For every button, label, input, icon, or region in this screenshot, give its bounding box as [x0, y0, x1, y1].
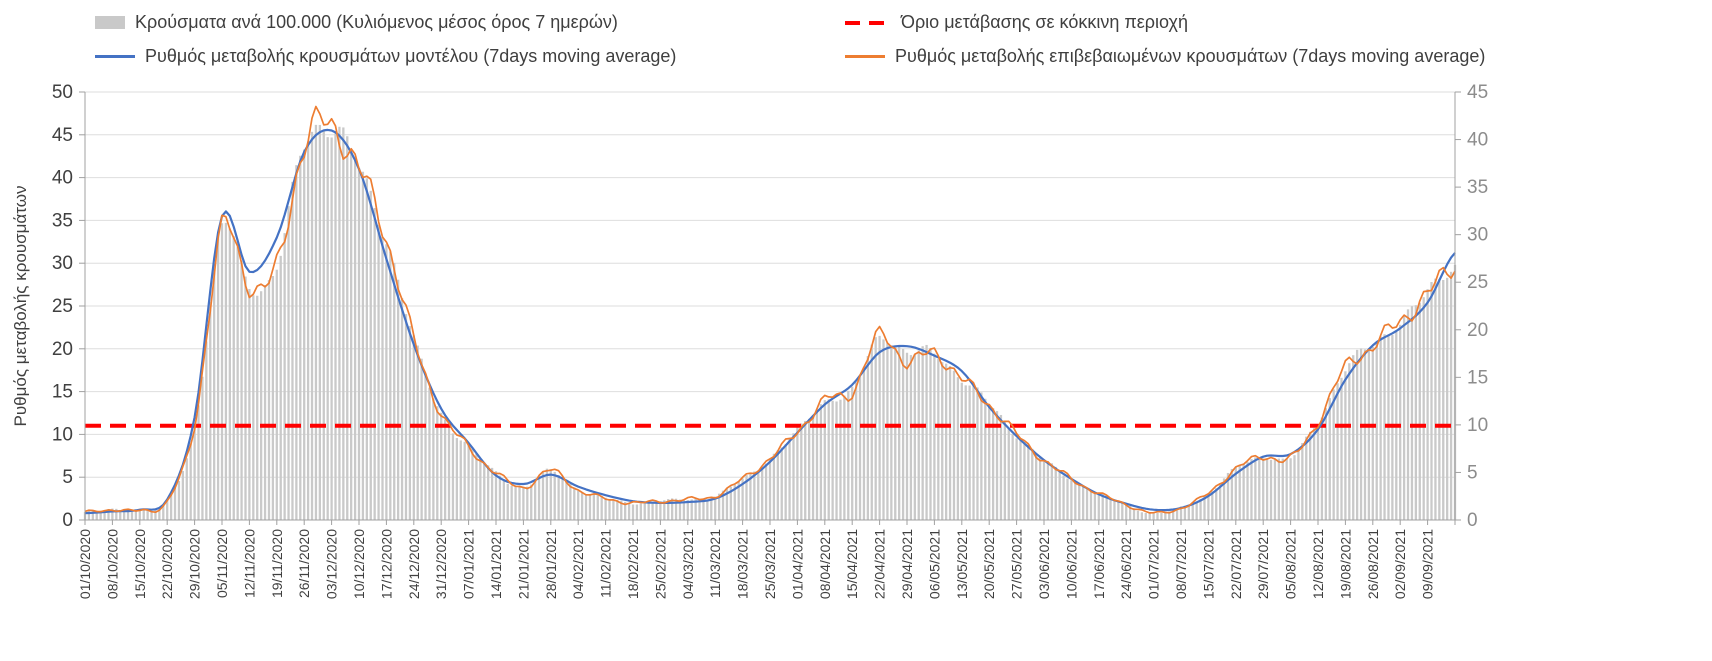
model-line	[84, 128, 1456, 515]
svg-text:31/12/2020: 31/12/2020	[433, 529, 449, 599]
threshold-swatch	[845, 20, 891, 25]
legend: Κρούσματα ανά 100.000 (Κυλιόμενος μέσος …	[0, 0, 1712, 90]
legend-item-model: Ρυθμός μεταβολής κρουσμάτων μοντέλου (7d…	[95, 46, 676, 67]
svg-text:18/03/2021: 18/03/2021	[735, 529, 751, 599]
svg-text:45: 45	[52, 125, 73, 146]
svg-text:17/12/2020: 17/12/2020	[378, 529, 394, 599]
svg-text:02/09/2021: 02/09/2021	[1392, 529, 1408, 599]
svg-text:22/10/2020: 22/10/2020	[159, 529, 175, 599]
svg-text:24/06/2021: 24/06/2021	[1118, 529, 1134, 599]
svg-text:05/08/2021: 05/08/2021	[1283, 529, 1299, 599]
legend-label-threshold: Όριο μετάβασης σε κόκκινη περιοχή	[901, 12, 1189, 32]
legend-item-threshold: Όριο μετάβασης σε κόκκινη περιοχή	[845, 12, 1188, 33]
svg-text:40: 40	[52, 168, 73, 189]
svg-text:04/02/2021: 04/02/2021	[570, 529, 586, 599]
svg-text:08/04/2021: 08/04/2021	[817, 529, 833, 599]
legend-label-cases-bars: Κρούσματα ανά 100.000 (Κυλιόμενος μέσος …	[135, 12, 618, 32]
svg-text:10/12/2020: 10/12/2020	[351, 529, 367, 599]
legend-item-cases-bars: Κρούσματα ανά 100.000 (Κυλιόμενος μέσος …	[95, 12, 618, 33]
svg-text:0: 0	[1467, 510, 1478, 531]
svg-text:06/05/2021: 06/05/2021	[926, 529, 942, 599]
svg-text:28/01/2021: 28/01/2021	[543, 529, 559, 599]
svg-text:15/07/2021: 15/07/2021	[1200, 529, 1216, 599]
svg-text:24/12/2020: 24/12/2020	[406, 529, 422, 599]
svg-text:5: 5	[62, 467, 73, 488]
svg-text:35: 35	[52, 210, 73, 231]
svg-text:27/05/2021: 27/05/2021	[1009, 529, 1025, 599]
svg-text:19/08/2021: 19/08/2021	[1337, 529, 1353, 599]
svg-text:0: 0	[62, 510, 73, 531]
svg-text:25/02/2021: 25/02/2021	[652, 529, 668, 599]
svg-text:20: 20	[1467, 320, 1488, 341]
svg-text:26/11/2020: 26/11/2020	[296, 529, 312, 598]
svg-text:29/04/2021: 29/04/2021	[899, 529, 915, 599]
svg-text:22/07/2021: 22/07/2021	[1228, 529, 1244, 599]
confirmed-swatch	[845, 55, 885, 58]
svg-text:01/04/2021: 01/04/2021	[789, 529, 805, 599]
svg-text:29/07/2021: 29/07/2021	[1255, 529, 1271, 599]
bars-series	[83, 124, 1457, 521]
gridlines	[85, 91, 1455, 478]
svg-text:10/06/2021: 10/06/2021	[1063, 529, 1079, 599]
svg-text:20: 20	[52, 339, 73, 360]
legend-item-confirmed: Ρυθμός μεταβολής επιβεβαιωμένων κρουσμάτ…	[845, 46, 1485, 67]
bar-swatch	[95, 16, 125, 29]
model-swatch	[95, 55, 135, 58]
svg-text:19/11/2020: 19/11/2020	[269, 529, 285, 598]
svg-text:21/01/2021: 21/01/2021	[515, 529, 531, 599]
svg-text:35: 35	[1467, 177, 1488, 198]
svg-text:17/06/2021: 17/06/2021	[1091, 529, 1107, 599]
svg-text:08/07/2021: 08/07/2021	[1173, 529, 1189, 599]
left-axis-labels: 0 5 10 15 20 25 30 35 40 45 50	[52, 82, 73, 531]
svg-text:30: 30	[1467, 225, 1488, 246]
svg-text:01/10/2020: 01/10/2020	[77, 529, 93, 599]
svg-text:10: 10	[1467, 415, 1488, 436]
svg-text:12/11/2020: 12/11/2020	[241, 529, 257, 598]
svg-text:14/01/2021: 14/01/2021	[488, 529, 504, 599]
svg-text:29/10/2020: 29/10/2020	[187, 529, 203, 599]
right-axis-labels: 0 5 10 15 20 25 30 35 40 45	[1467, 82, 1488, 531]
svg-text:04/03/2021: 04/03/2021	[680, 529, 696, 599]
svg-text:11/02/2021: 11/02/2021	[598, 529, 614, 598]
svg-text:01/07/2021: 01/07/2021	[1146, 529, 1162, 599]
svg-text:13/05/2021: 13/05/2021	[954, 529, 970, 599]
legend-label-confirmed: Ρυθμός μεταβολής επιβεβαιωμένων κρουσμάτ…	[895, 46, 1486, 66]
svg-text:07/01/2021: 07/01/2021	[461, 529, 477, 599]
svg-text:22/04/2021: 22/04/2021	[872, 529, 888, 599]
y-axis-title: Ρυθμός μεταβολής κρουσμάτων	[11, 186, 30, 427]
svg-text:18/02/2021: 18/02/2021	[625, 529, 641, 599]
svg-text:20/05/2021: 20/05/2021	[981, 529, 997, 599]
svg-text:30: 30	[52, 253, 73, 274]
svg-text:25: 25	[1467, 272, 1488, 293]
svg-text:03/06/2021: 03/06/2021	[1036, 529, 1052, 599]
svg-text:05/11/2020: 05/11/2020	[214, 529, 230, 598]
svg-text:10: 10	[52, 424, 73, 445]
svg-text:15: 15	[1467, 367, 1488, 388]
legend-label-model: Ρυθμός μεταβολής κρουσμάτων μοντέλου (7d…	[145, 46, 677, 66]
svg-text:26/08/2021: 26/08/2021	[1365, 529, 1381, 599]
axes	[79, 91, 1461, 525]
svg-text:12/08/2021: 12/08/2021	[1310, 529, 1326, 599]
svg-text:40: 40	[1467, 130, 1488, 151]
svg-text:15/10/2020: 15/10/2020	[132, 529, 148, 599]
x-tick-labels: 01/10/2020 08/10/2020 15/10/2020 22/10/2020…	[77, 529, 1436, 599]
svg-text:15/04/2021: 15/04/2021	[844, 529, 860, 599]
svg-text:15: 15	[52, 382, 73, 403]
svg-text:08/10/2020: 08/10/2020	[104, 529, 120, 599]
svg-text:50: 50	[52, 82, 73, 103]
svg-text:25: 25	[52, 296, 73, 317]
svg-text:45: 45	[1467, 82, 1488, 103]
svg-text:03/12/2020: 03/12/2020	[324, 529, 340, 599]
confirmed-line	[84, 105, 1456, 514]
svg-text:5: 5	[1467, 462, 1478, 483]
svg-text:09/09/2021: 09/09/2021	[1420, 529, 1436, 599]
svg-text:11/03/2021: 11/03/2021	[707, 529, 723, 598]
svg-text:25/03/2021: 25/03/2021	[762, 529, 778, 599]
